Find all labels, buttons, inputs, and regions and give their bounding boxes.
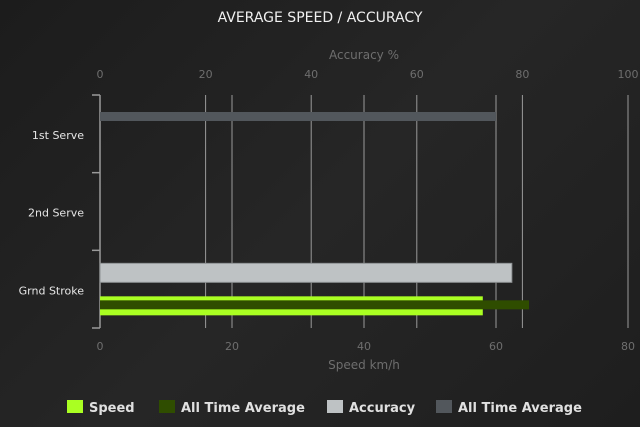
bar-all-time-average bbox=[100, 300, 529, 310]
category-label: 1st Serve bbox=[32, 129, 84, 142]
tick-label-top: 20 bbox=[199, 68, 213, 81]
tick-label-bottom: 20 bbox=[225, 340, 239, 353]
legend-label: All Time Average bbox=[181, 401, 305, 416]
legend-swatch bbox=[67, 400, 83, 413]
tick-label-top: 0 bbox=[97, 68, 104, 81]
tick-label-top: 60 bbox=[410, 68, 424, 81]
tick-label-bottom: 80 bbox=[621, 340, 635, 353]
tick-label-bottom: 0 bbox=[97, 340, 104, 353]
bar-accuracy bbox=[99, 262, 513, 283]
category-label: Grnd Stroke bbox=[19, 284, 85, 297]
tick-label-bottom: 40 bbox=[357, 340, 371, 353]
tick-label-top: 40 bbox=[304, 68, 318, 81]
category-label: 2nd Serve bbox=[28, 207, 84, 220]
legend-label: All Time Average bbox=[458, 401, 582, 416]
legend-swatch bbox=[327, 400, 343, 413]
chart-title: AVERAGE SPEED / ACCURACY bbox=[218, 10, 423, 26]
legend-label: Speed bbox=[89, 401, 135, 416]
bar-all-time-average bbox=[100, 112, 496, 121]
legend-label: Accuracy bbox=[349, 401, 416, 416]
legend-swatch bbox=[436, 400, 452, 413]
axis-title-top: Accuracy % bbox=[329, 48, 399, 62]
tick-label-top: 80 bbox=[515, 68, 529, 81]
axis-title-bottom: Speed km/h bbox=[328, 358, 400, 372]
legend-swatch bbox=[159, 400, 175, 413]
tick-label-top: 100 bbox=[618, 68, 639, 81]
tick-label-bottom: 60 bbox=[489, 340, 503, 353]
